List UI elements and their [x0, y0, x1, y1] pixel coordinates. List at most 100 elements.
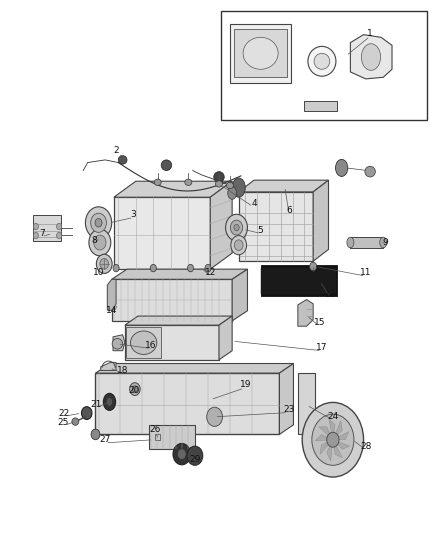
Ellipse shape: [308, 46, 336, 76]
Text: 15: 15: [314, 318, 325, 327]
Ellipse shape: [103, 393, 116, 410]
Text: 17: 17: [316, 343, 328, 352]
Text: 1: 1: [367, 29, 373, 37]
Polygon shape: [279, 364, 293, 434]
Polygon shape: [333, 431, 349, 440]
Polygon shape: [230, 24, 291, 83]
Polygon shape: [125, 316, 232, 325]
Bar: [350, 237, 383, 248]
Ellipse shape: [327, 432, 339, 447]
Text: 18: 18: [117, 366, 128, 375]
Bar: [125, 325, 219, 360]
Ellipse shape: [185, 179, 192, 185]
Ellipse shape: [347, 237, 354, 248]
Text: 8: 8: [91, 237, 97, 245]
Text: 9: 9: [382, 238, 389, 247]
Polygon shape: [313, 180, 328, 261]
Text: 4: 4: [251, 199, 257, 208]
Text: 24: 24: [327, 413, 339, 421]
Polygon shape: [298, 373, 315, 434]
Ellipse shape: [57, 223, 62, 230]
Bar: [126, 327, 161, 358]
Polygon shape: [239, 180, 328, 192]
Text: 10: 10: [93, 269, 104, 277]
Text: 16: 16: [145, 341, 157, 350]
Polygon shape: [210, 181, 232, 269]
Text: 19: 19: [240, 381, 251, 389]
Polygon shape: [333, 440, 343, 458]
Ellipse shape: [112, 338, 123, 349]
Bar: [221, 11, 427, 120]
Ellipse shape: [215, 181, 223, 187]
Text: 28: 28: [360, 442, 371, 451]
Polygon shape: [114, 181, 232, 197]
Text: 14: 14: [106, 306, 117, 314]
Ellipse shape: [132, 386, 138, 392]
Ellipse shape: [243, 37, 278, 69]
Ellipse shape: [187, 446, 203, 465]
Ellipse shape: [57, 232, 62, 239]
Bar: [304, 101, 337, 111]
Ellipse shape: [234, 224, 239, 231]
Ellipse shape: [130, 383, 140, 395]
Ellipse shape: [214, 172, 224, 182]
Ellipse shape: [336, 159, 348, 176]
Bar: [114, 197, 210, 269]
Ellipse shape: [187, 264, 194, 272]
Ellipse shape: [205, 264, 211, 272]
Ellipse shape: [228, 187, 237, 199]
Text: 13: 13: [325, 290, 336, 298]
Polygon shape: [329, 419, 335, 440]
Ellipse shape: [154, 179, 161, 185]
Polygon shape: [113, 335, 125, 351]
Ellipse shape: [226, 182, 233, 189]
Polygon shape: [333, 421, 342, 440]
Ellipse shape: [113, 264, 119, 272]
Polygon shape: [234, 29, 287, 77]
Text: 7: 7: [39, 229, 45, 238]
Ellipse shape: [173, 443, 191, 465]
Polygon shape: [350, 35, 392, 79]
Ellipse shape: [118, 156, 127, 164]
Text: 11: 11: [360, 269, 371, 277]
Text: 29: 29: [189, 455, 201, 464]
Ellipse shape: [231, 236, 247, 255]
Bar: [149, 425, 195, 449]
Text: 12: 12: [205, 269, 216, 277]
Ellipse shape: [380, 237, 387, 248]
Ellipse shape: [33, 223, 39, 230]
Ellipse shape: [314, 53, 330, 69]
Bar: [261, 265, 337, 296]
Ellipse shape: [81, 407, 92, 419]
Polygon shape: [327, 440, 333, 461]
Ellipse shape: [106, 398, 113, 406]
Polygon shape: [333, 440, 350, 449]
Text: 2: 2: [113, 146, 119, 155]
Polygon shape: [107, 279, 116, 310]
Polygon shape: [95, 364, 293, 373]
Ellipse shape: [226, 214, 247, 241]
Text: 25: 25: [58, 418, 69, 426]
Bar: [112, 279, 232, 321]
Ellipse shape: [85, 207, 112, 239]
Ellipse shape: [91, 213, 106, 232]
Polygon shape: [320, 440, 333, 454]
Ellipse shape: [72, 418, 79, 425]
Ellipse shape: [91, 429, 100, 440]
Ellipse shape: [94, 235, 106, 250]
Ellipse shape: [230, 220, 243, 235]
Polygon shape: [112, 269, 247, 279]
Text: 5: 5: [258, 226, 264, 235]
Text: 21: 21: [91, 400, 102, 408]
Text: 26: 26: [150, 425, 161, 433]
Polygon shape: [315, 434, 333, 441]
Ellipse shape: [100, 259, 109, 269]
Ellipse shape: [161, 160, 172, 171]
Bar: [155, 434, 160, 440]
Text: 23: 23: [283, 405, 295, 414]
Ellipse shape: [361, 44, 381, 70]
Text: 27: 27: [99, 435, 111, 444]
Text: 6: 6: [286, 206, 292, 215]
Polygon shape: [319, 427, 333, 440]
Polygon shape: [232, 269, 247, 321]
